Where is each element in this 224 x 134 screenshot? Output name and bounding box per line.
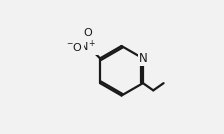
Text: O: O (84, 28, 93, 38)
Text: N: N (139, 52, 147, 65)
Text: N$^+$: N$^+$ (80, 39, 97, 54)
Text: $^{-}$O: $^{-}$O (66, 40, 83, 53)
